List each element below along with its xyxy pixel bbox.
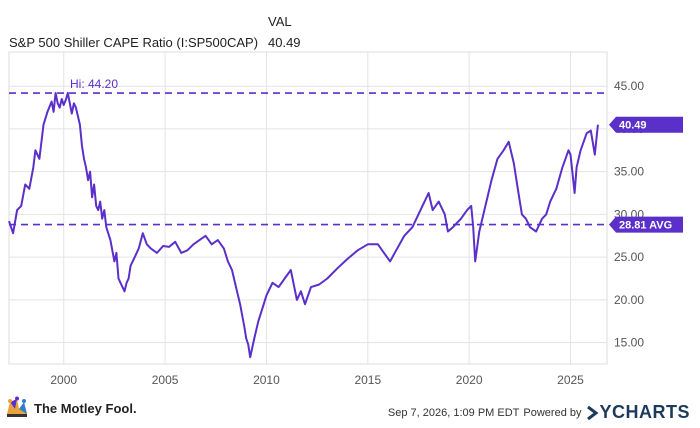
y-tick-label: 45.00: [614, 79, 644, 93]
y-tick-label: 35.00: [614, 165, 644, 179]
plot-area: [8, 51, 608, 365]
y-tick-label: 25.00: [614, 250, 644, 264]
x-tick-label: 2005: [152, 373, 179, 387]
x-tick-label: 2015: [354, 373, 381, 387]
average-flag-text: 28.81 AVG: [619, 220, 672, 232]
value-flags: 40.49 28.81 AVG: [609, 116, 683, 233]
line-chart: Hi: 44.20 15.0020.0025.0030.0035.0040.00…: [8, 51, 683, 387]
x-tick-label: 2025: [557, 373, 584, 387]
series-current-value: 40.49: [268, 35, 301, 50]
last-value-flag-text: 40.49: [619, 120, 647, 132]
y-tick-label: 15.00: [614, 336, 644, 350]
last-value-flag-bg: [609, 116, 683, 133]
ycharts-text: YCHARTS: [599, 402, 690, 422]
motley-fool-text: The Motley Fool.: [34, 400, 137, 416]
x-tick-label: 2020: [456, 373, 483, 387]
ycharts-chevron-icon: [587, 405, 599, 420]
motley-fool-logo: The Motley Fool.: [4, 396, 137, 420]
y-tick-label: 20.00: [614, 293, 644, 307]
x-axis-ticks: 2000 2005 2010 2015 2020 2025: [50, 373, 584, 387]
jester-cap-icon: [7, 396, 27, 417]
series-line: [8, 92, 599, 359]
average-flag-bg: [609, 216, 683, 233]
powered-by-label: Powered by: [523, 406, 582, 419]
timestamp: Sep 7, 2026, 1:09 PM EDT: [387, 406, 520, 419]
x-tick-label: 2000: [50, 373, 77, 387]
ycharts-logo: YCHARTS: [587, 402, 690, 423]
hi-label: Hi: 44.20: [70, 77, 118, 91]
reference-lines: Hi: 44.20: [9, 77, 607, 226]
footer-attribution: Sep 7, 2026, 1:09 PM EDT Powered by YCHA…: [388, 402, 690, 423]
series-name: S&P 500 Shiller CAPE Ratio (I:SP500CAP): [9, 35, 259, 50]
value-column-header: VAL: [268, 14, 292, 29]
x-tick-label: 2010: [253, 373, 280, 387]
